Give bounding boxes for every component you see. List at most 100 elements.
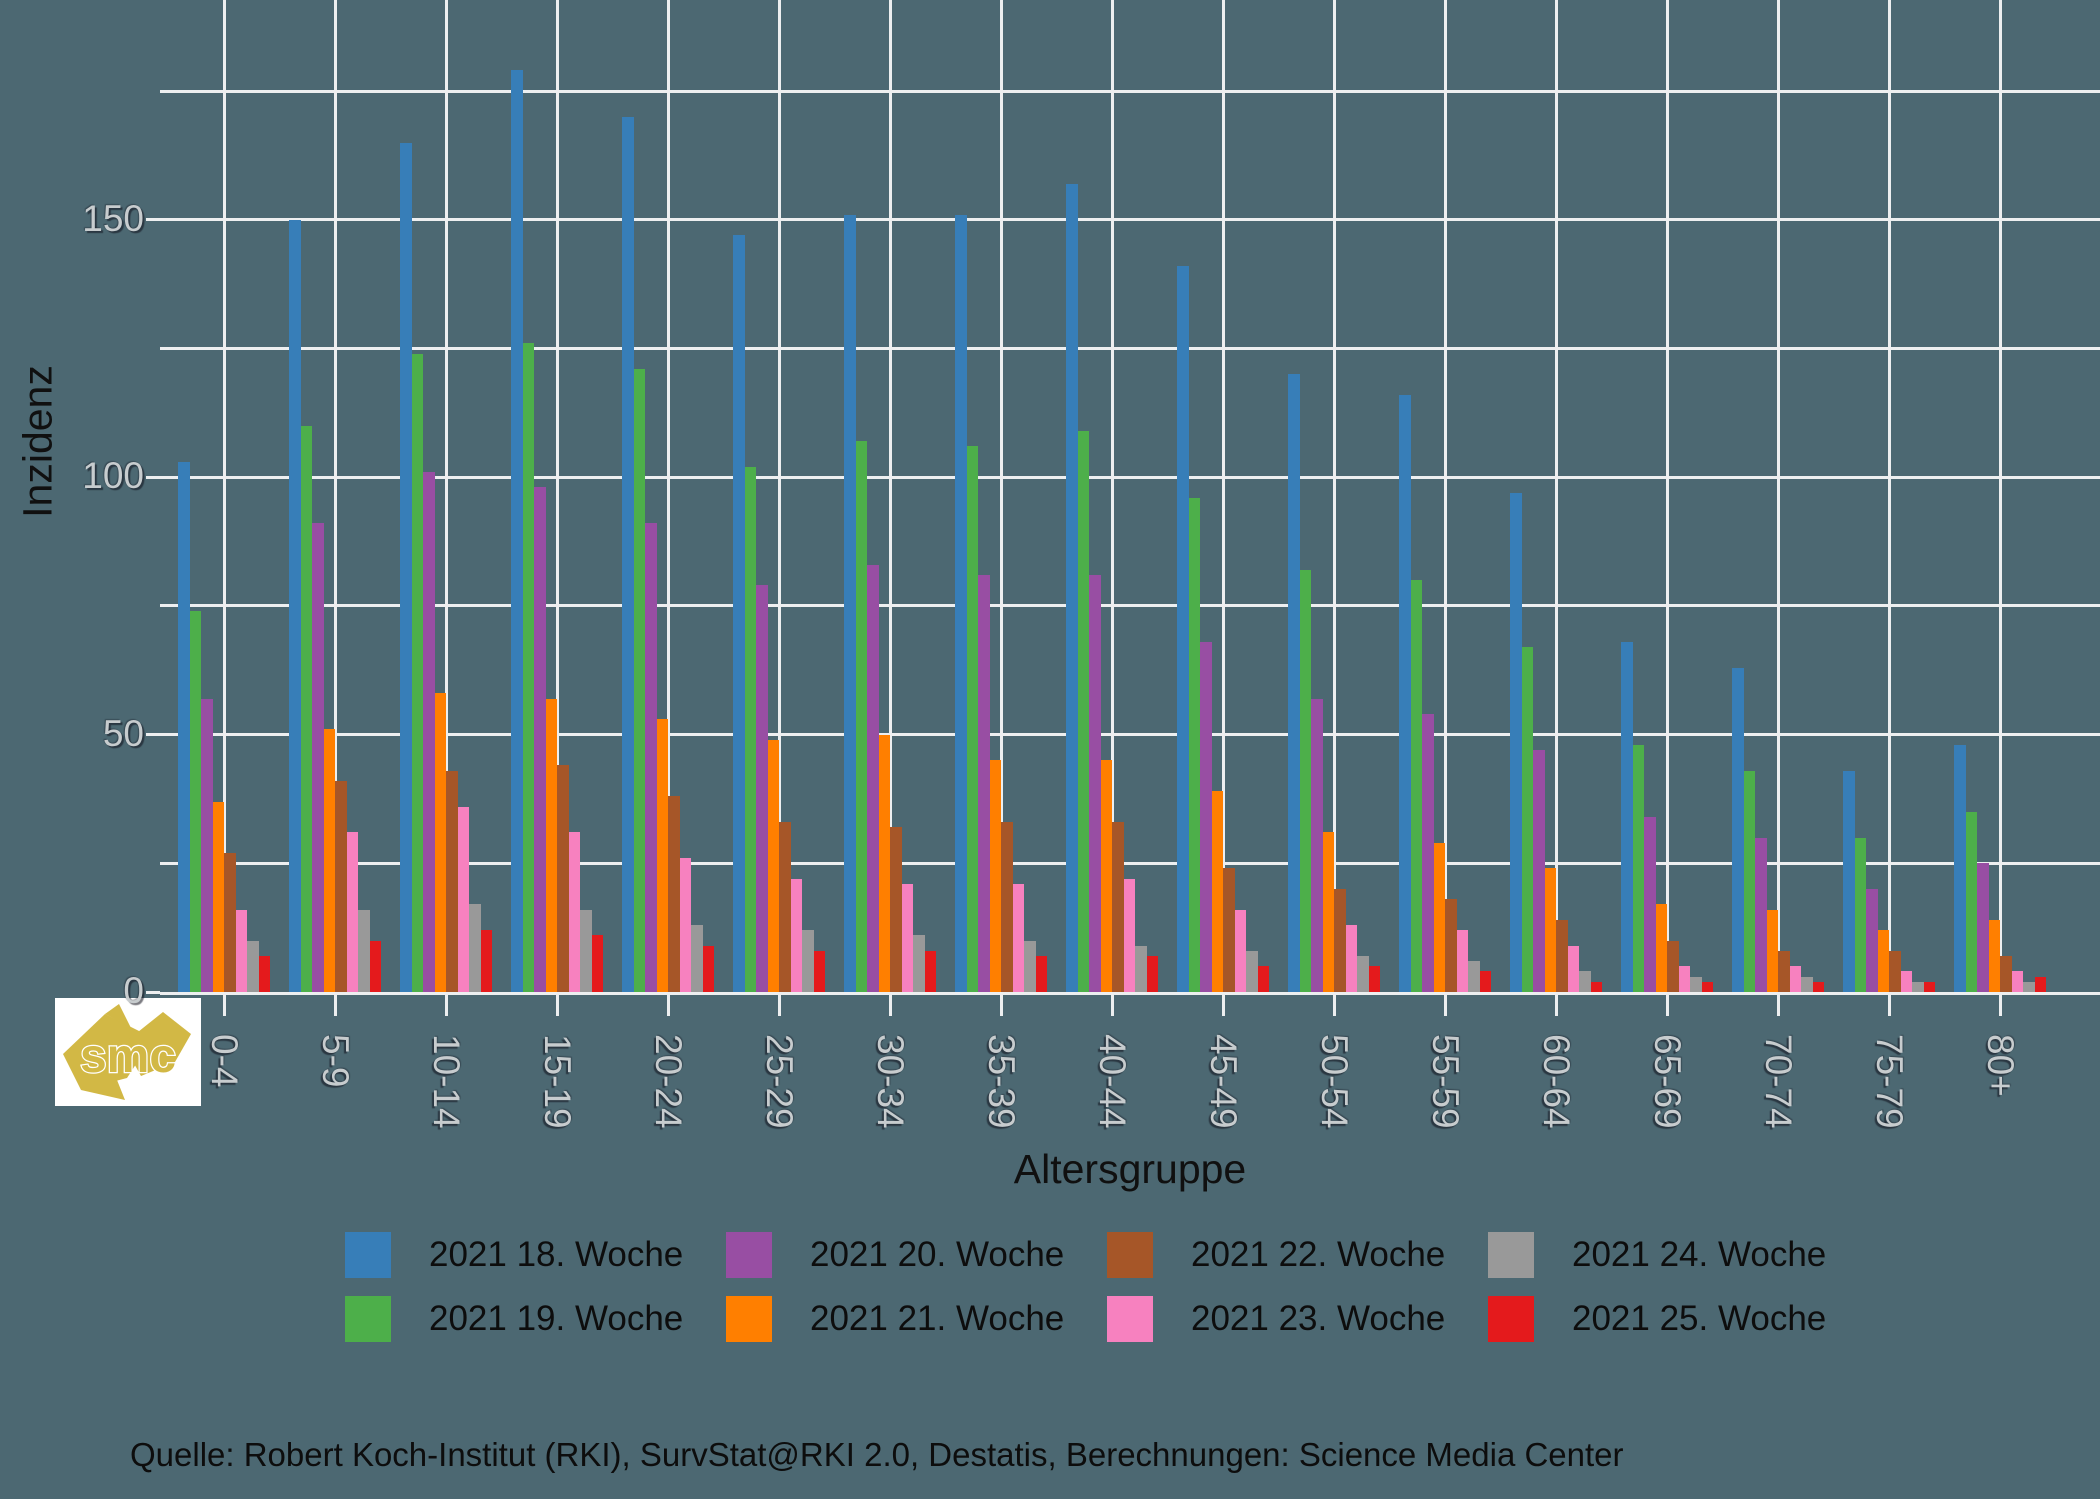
bar [1177, 266, 1189, 992]
bar [1456, 930, 1468, 992]
x-tick [444, 992, 448, 1016]
bar [2034, 976, 2046, 992]
bar-group [1954, 744, 2046, 992]
bar-group [400, 142, 492, 992]
x-tick-label: 35-39 [981, 1034, 1022, 1129]
bar [1012, 883, 1024, 992]
bar [201, 698, 213, 992]
legend-label: 2021 19. Woche [429, 1299, 684, 1338]
x-tick [1776, 992, 1780, 1016]
bar [423, 472, 435, 992]
legend-swatch [1488, 1296, 1534, 1342]
bar [235, 909, 247, 992]
x-gridline [222, 0, 226, 992]
bar [300, 425, 312, 992]
bar [580, 909, 592, 992]
y-tick-label: 150 [82, 197, 144, 239]
bar [591, 935, 603, 992]
bar [924, 950, 936, 992]
bar [779, 822, 791, 992]
bar [1579, 971, 1591, 992]
bar [1965, 811, 1977, 992]
bar [1544, 868, 1556, 992]
bar [1801, 976, 1813, 992]
legend-label: 2021 18. Woche [429, 1235, 684, 1274]
bar [1288, 374, 1300, 992]
bar-group [1177, 266, 1269, 992]
x-tick-label: 25-29 [759, 1034, 800, 1129]
x-gridline [555, 0, 559, 992]
legend-item: 2021 24. Woche [1488, 1232, 1869, 1278]
x-tick [1221, 992, 1225, 1016]
legend-swatch [726, 1232, 772, 1278]
bar [802, 930, 814, 992]
x-gridline [777, 0, 781, 992]
bar [1755, 837, 1767, 992]
x-gridline [1887, 0, 1891, 992]
bar [2011, 971, 2023, 992]
bar [1077, 430, 1089, 992]
x-gridline [1332, 0, 1336, 992]
legend: 2021 18. Woche 2021 19. Woche 2021 20. Woc… [345, 1232, 1869, 1342]
y-axis-title: Inzidenz [14, 365, 61, 518]
bar [1357, 955, 1369, 992]
bar [335, 780, 347, 992]
bar-group [1066, 183, 1158, 992]
bar [1311, 698, 1323, 992]
bar [1399, 394, 1411, 992]
bar [1655, 904, 1667, 992]
bar [457, 806, 469, 992]
x-tick [1332, 992, 1336, 1016]
bar [955, 214, 967, 992]
bar [1766, 909, 1778, 992]
legend-swatch [1488, 1232, 1534, 1278]
legend-swatch [345, 1232, 391, 1278]
legend-item: 2021 21. Woche [726, 1296, 1107, 1342]
bar [1024, 940, 1036, 992]
x-gridline [1665, 0, 1669, 992]
bar-group [1732, 667, 1824, 992]
bar [645, 523, 657, 992]
bar [1257, 966, 1269, 992]
bar [844, 214, 856, 992]
bar [1322, 832, 1334, 992]
bar [622, 116, 634, 992]
x-gridline [1554, 0, 1558, 992]
legend-swatch [1107, 1232, 1153, 1278]
legend-item: 2021 19. Woche [345, 1296, 726, 1342]
bar [855, 441, 867, 992]
x-tick-label: 50-54 [1314, 1034, 1355, 1129]
bar-group [1621, 641, 1713, 992]
x-gridline [444, 0, 448, 992]
bar [1510, 492, 1522, 992]
y-gridline [160, 733, 2100, 737]
x-tick [1998, 992, 2002, 1016]
smc-logo-icon: smc [63, 1004, 191, 1100]
x-tick [1665, 992, 1669, 1016]
bar [1590, 981, 1602, 992]
x-axis-title: Altersgruppe [1013, 1146, 1247, 1192]
x-tick [555, 992, 559, 1016]
bar [480, 930, 492, 992]
bar-group [511, 70, 603, 992]
bar-group [1843, 770, 1935, 992]
y-tick [146, 218, 160, 222]
x-tick [777, 992, 781, 1016]
bar [1345, 925, 1357, 992]
legend-swatch [1107, 1296, 1153, 1342]
bar [1621, 641, 1633, 992]
y-gridline [160, 89, 2100, 93]
x-tick-label: 10-14 [426, 1034, 467, 1129]
bar [1977, 863, 1989, 992]
bar [212, 801, 224, 992]
bar [1100, 760, 1112, 992]
x-tick-label: 15-19 [537, 1034, 578, 1129]
bar [966, 446, 978, 992]
y-gridline [160, 218, 2100, 222]
bar [2023, 981, 2035, 992]
y-gridline [160, 861, 2100, 865]
legend-swatch [726, 1296, 772, 1342]
x-gridline [1998, 0, 2002, 992]
x-gridline [1110, 0, 1114, 992]
bar [1812, 981, 1824, 992]
